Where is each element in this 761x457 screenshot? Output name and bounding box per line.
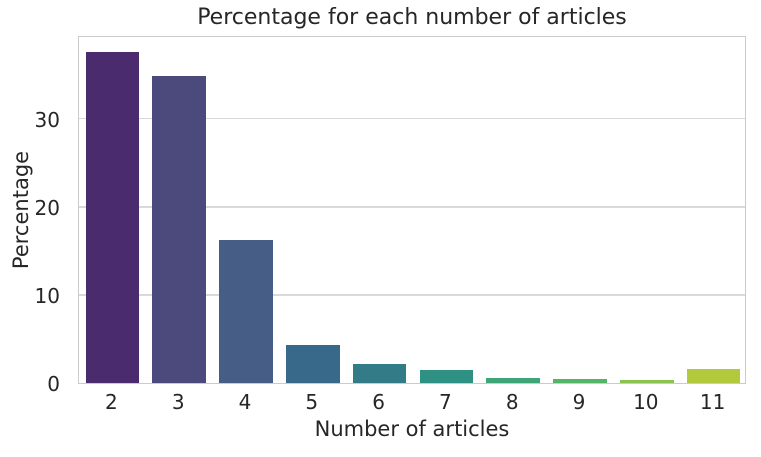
bar-7	[419, 369, 474, 383]
y-tick-label-10: 10	[34, 283, 60, 308]
bar-10	[620, 380, 674, 383]
gridline-y-30	[79, 117, 745, 120]
x-tick-label-10: 10	[633, 390, 659, 414]
x-tick-label-3: 3	[171, 390, 185, 414]
bar-2	[85, 51, 140, 383]
bar-4	[219, 240, 273, 383]
y-tick-label-30: 30	[34, 107, 60, 132]
bar-6	[352, 363, 407, 383]
x-tick-label-4: 4	[238, 390, 252, 414]
y-tick-label-20: 20	[34, 195, 60, 220]
x-axis-label: Number of articles	[314, 417, 510, 441]
x-tick-label-11: 11	[699, 390, 726, 414]
x-tick-label-2: 2	[105, 390, 118, 414]
y-axis-ticks: 0 10 20 30	[0, 36, 68, 394]
plot-area	[78, 36, 746, 384]
gridline-y-10	[79, 294, 745, 296]
x-axis-ticks: 2 3 4 5 6 7 8 9 10 11	[78, 391, 746, 417]
bar-9	[553, 379, 607, 383]
chart-title: Percentage for each number of articles	[197, 5, 627, 30]
bar-11	[686, 368, 741, 383]
x-tick-label-7: 7	[439, 390, 452, 414]
bar-8	[486, 377, 540, 383]
x-tick-label-6: 6	[372, 390, 385, 414]
bar-3	[152, 75, 206, 383]
x-tick-label-9: 9	[572, 390, 586, 414]
y-tick-label-0: 0	[47, 372, 60, 396]
x-tick-label-8: 8	[505, 390, 519, 414]
bar-5	[286, 345, 340, 383]
gridline-y-20	[79, 206, 745, 208]
x-tick-label-5: 5	[305, 390, 319, 414]
